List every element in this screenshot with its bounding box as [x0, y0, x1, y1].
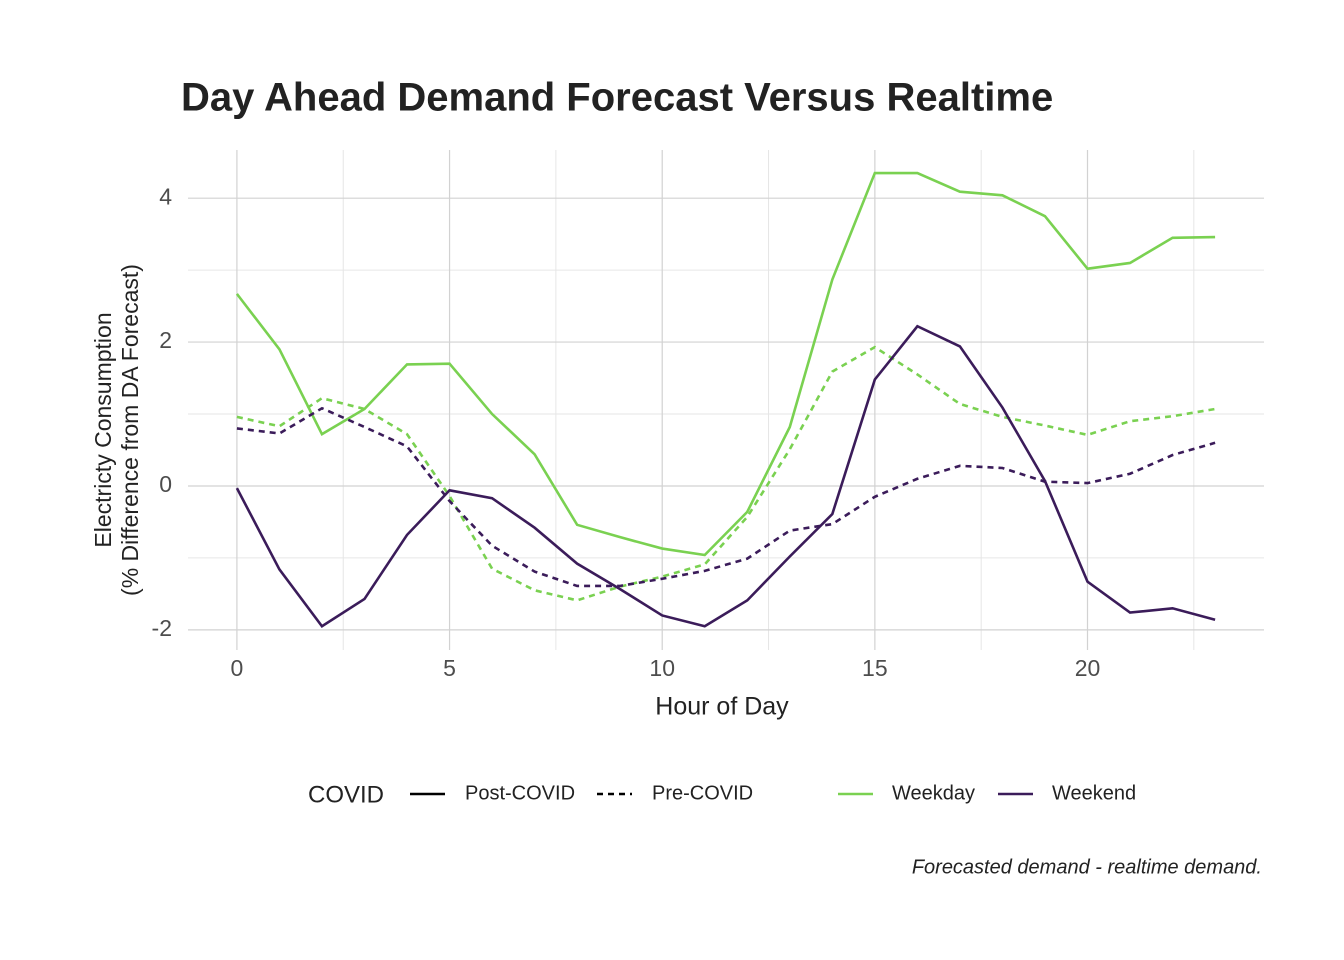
y-tick-label: 4	[159, 183, 172, 209]
x-tick-label: 0	[231, 655, 244, 681]
y-axis-label: (% Difference from DA Forecast)	[117, 264, 143, 596]
series-line	[235, 324, 1216, 629]
chart-title: Day Ahead Demand Forecast Versus Realtim…	[181, 76, 1053, 120]
y-axis-label: Electricty Consumption	[90, 312, 116, 547]
series-line	[236, 345, 1216, 602]
y-tick-label: -2	[152, 615, 172, 641]
legend-title: COVID	[308, 781, 384, 808]
series-line	[235, 171, 1216, 557]
series-line	[236, 406, 1216, 588]
y-tick-label: 0	[159, 471, 172, 497]
x-tick-label: 20	[1075, 655, 1101, 681]
caption: Forecasted demand - realtime demand.	[912, 856, 1262, 878]
legend-label: Pre-COVID	[652, 782, 753, 804]
legend-label: Post-COVID	[465, 782, 575, 804]
x-tick-label: 10	[649, 655, 675, 681]
y-tick-label: 2	[159, 327, 172, 353]
x-tick-label: 15	[862, 655, 888, 681]
x-tick-label: 5	[443, 655, 456, 681]
x-axis-label: Hour of Day	[655, 693, 789, 721]
legend-label: Weekday	[892, 782, 975, 804]
legend-label: Weekend	[1052, 782, 1136, 804]
